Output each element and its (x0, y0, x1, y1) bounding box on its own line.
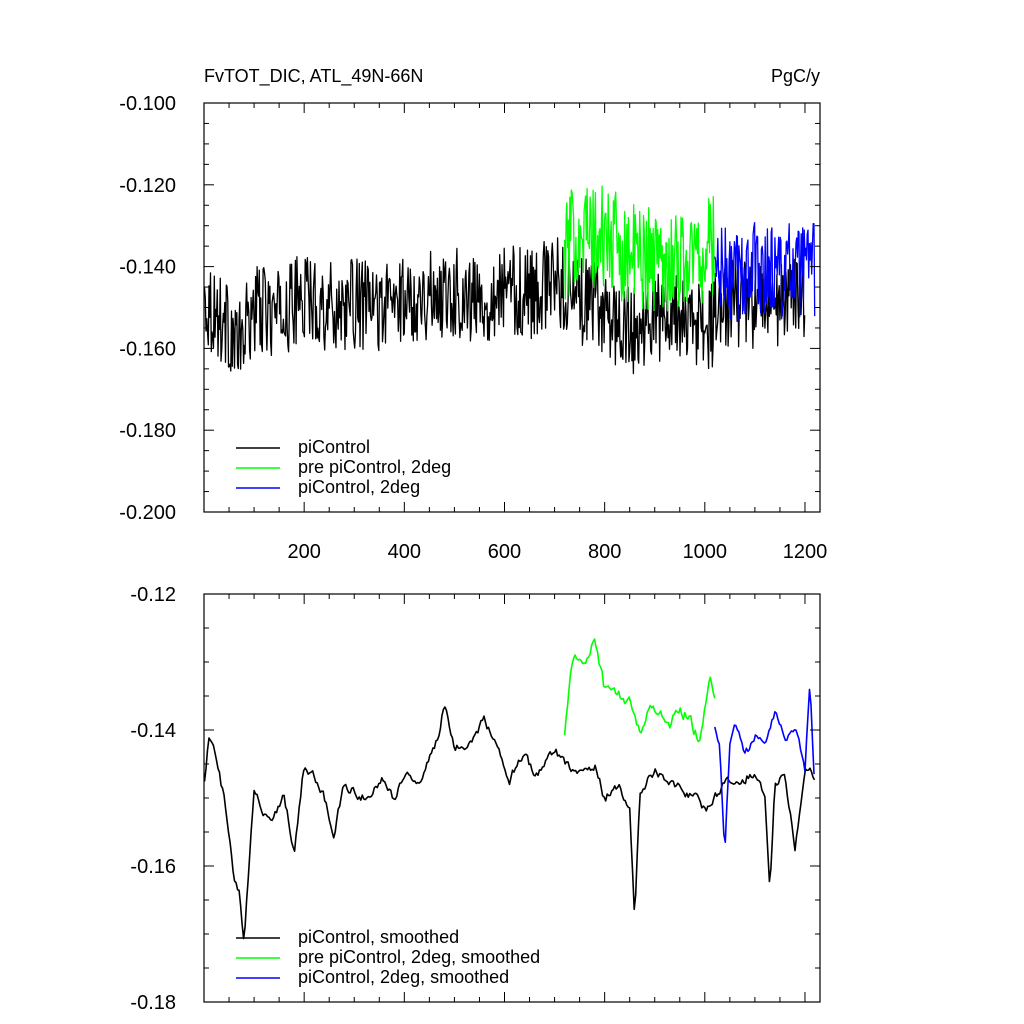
chart1-y-tick-label: -0.100 (119, 93, 176, 115)
chart1-x-tick-label: 600 (488, 541, 521, 563)
chart1-x-tick-label: 200 (287, 541, 320, 563)
chart1-series-line-1 (203, 237, 806, 375)
chart1-y-tick-label: -0.180 (119, 420, 176, 442)
chart2-series-line-1 (203, 706, 816, 940)
chart1-x-tick-label: 800 (588, 541, 621, 563)
chart1-legend-label-1: piControl (298, 437, 370, 457)
chart1-x-tick-label: 1000 (683, 541, 728, 563)
chart1-y-tick-label: -0.200 (119, 502, 176, 524)
chart2-series-line-2 (563, 638, 716, 743)
chart1-legend-label-2: pre piControl, 2deg (298, 457, 451, 477)
chart1-x-tick-label: 400 (388, 541, 421, 563)
chart1-units: PgC/y (771, 66, 820, 86)
chart1-y-tick-label: -0.140 (119, 257, 176, 279)
chart2-series-line-3 (714, 688, 815, 844)
chart1-series-line-2 (563, 185, 716, 312)
chart1-x-tick-label: 1200 (783, 541, 828, 563)
chart1-series-line-3 (714, 221, 816, 322)
chart2-y-tick-label: -0.12 (130, 584, 176, 606)
chart2-y-tick-label: -0.14 (130, 720, 176, 742)
chart2-legend-label-2: pre piControl, 2deg, smoothed (298, 947, 540, 967)
chart1-y-tick-label: -0.120 (119, 175, 176, 197)
chart1-title: FvTOT_DIC, ATL_49N-66N (204, 66, 423, 87)
chart1: 200 400 600 800 1000 1200 -0.100 -0.120 -0.140 -0… (119, 93, 827, 563)
chart2-y-tick-label: -0.16 (130, 856, 176, 878)
chart2-legend-label-1: piControl, smoothed (298, 927, 459, 947)
chart1-legend-label-3: piControl, 2deg (298, 477, 420, 497)
chart2-legend-label-3: piControl, 2deg, smoothed (298, 967, 509, 987)
chart1-y-tick-label: -0.160 (119, 338, 176, 360)
chart2-y-tick-label: -0.18 (130, 992, 176, 1014)
